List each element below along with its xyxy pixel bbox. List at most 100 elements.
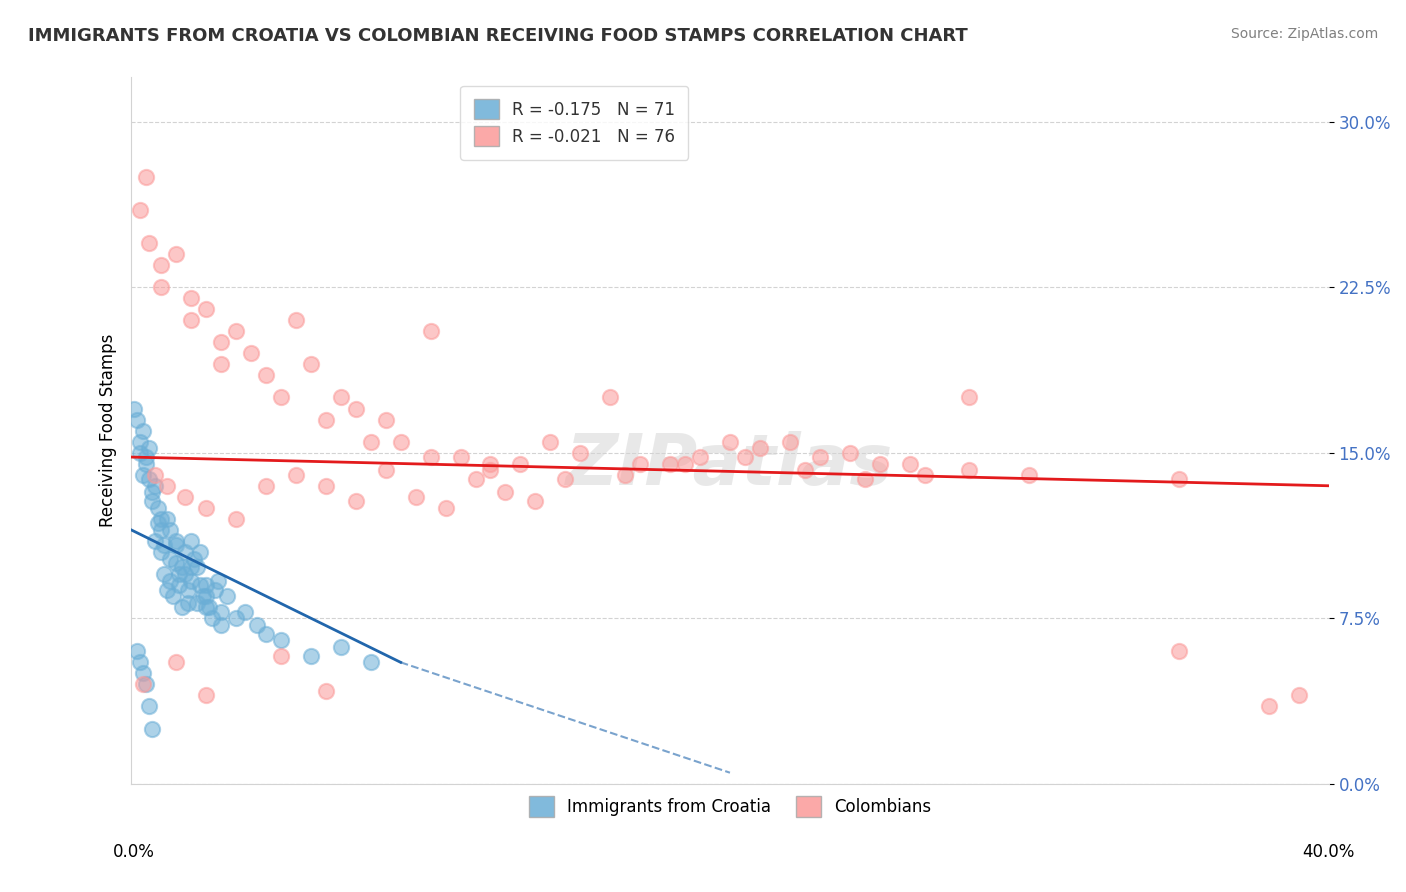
- Point: [914, 467, 936, 482]
- Point: [898, 457, 921, 471]
- Point: [254, 626, 277, 640]
- Point: [141, 494, 163, 508]
- Point: [150, 512, 173, 526]
- Point: [165, 533, 187, 548]
- Point: [509, 457, 531, 471]
- Point: [215, 589, 238, 603]
- Point: [129, 434, 152, 449]
- Point: [135, 450, 157, 464]
- Point: [159, 523, 181, 537]
- Point: [135, 457, 157, 471]
- Point: [177, 582, 200, 597]
- Text: 40.0%: 40.0%: [1302, 843, 1355, 861]
- Point: [209, 335, 232, 350]
- Point: [132, 467, 155, 482]
- Point: [167, 578, 190, 592]
- Point: [360, 434, 382, 449]
- Point: [180, 560, 202, 574]
- Legend: Immigrants from Croatia, Colombians: Immigrants from Croatia, Colombians: [520, 788, 939, 825]
- Point: [1168, 472, 1191, 486]
- Point: [195, 578, 218, 592]
- Point: [614, 467, 637, 482]
- Point: [143, 467, 166, 482]
- Point: [150, 258, 173, 272]
- Point: [167, 567, 190, 582]
- Point: [165, 538, 187, 552]
- Point: [344, 401, 367, 416]
- Point: [254, 479, 277, 493]
- Point: [434, 500, 457, 515]
- Point: [838, 445, 860, 459]
- Point: [270, 633, 292, 648]
- Point: [153, 567, 176, 582]
- Point: [793, 463, 815, 477]
- Point: [138, 472, 160, 486]
- Point: [138, 235, 160, 250]
- Point: [419, 324, 441, 338]
- Point: [165, 556, 187, 570]
- Text: 0.0%: 0.0%: [112, 843, 155, 861]
- Point: [569, 445, 592, 459]
- Point: [186, 560, 208, 574]
- Point: [225, 611, 247, 625]
- Point: [284, 467, 307, 482]
- Point: [270, 391, 292, 405]
- Point: [689, 450, 711, 464]
- Point: [156, 582, 179, 597]
- Point: [270, 648, 292, 663]
- Point: [195, 600, 218, 615]
- Point: [177, 596, 200, 610]
- Point: [315, 479, 337, 493]
- Point: [174, 545, 197, 559]
- Point: [524, 494, 547, 508]
- Point: [165, 656, 187, 670]
- Point: [132, 424, 155, 438]
- Point: [148, 500, 170, 515]
- Point: [389, 434, 412, 449]
- Point: [225, 512, 247, 526]
- Point: [138, 699, 160, 714]
- Point: [1018, 467, 1040, 482]
- Point: [165, 247, 187, 261]
- Point: [1288, 689, 1310, 703]
- Point: [174, 567, 197, 582]
- Point: [299, 357, 322, 371]
- Point: [554, 472, 576, 486]
- Point: [156, 479, 179, 493]
- Point: [374, 463, 396, 477]
- Point: [957, 391, 980, 405]
- Point: [183, 551, 205, 566]
- Point: [479, 457, 502, 471]
- Point: [718, 434, 741, 449]
- Point: [162, 589, 184, 603]
- Point: [180, 291, 202, 305]
- Point: [1168, 644, 1191, 658]
- Point: [174, 490, 197, 504]
- Point: [127, 412, 149, 426]
- Point: [450, 450, 472, 464]
- Point: [201, 611, 224, 625]
- Point: [129, 445, 152, 459]
- Point: [150, 545, 173, 559]
- Point: [209, 357, 232, 371]
- Point: [172, 600, 194, 615]
- Point: [494, 485, 516, 500]
- Point: [599, 391, 621, 405]
- Point: [141, 485, 163, 500]
- Point: [315, 684, 337, 698]
- Text: Source: ZipAtlas.com: Source: ZipAtlas.com: [1230, 27, 1378, 41]
- Point: [246, 617, 269, 632]
- Point: [254, 368, 277, 383]
- Point: [148, 516, 170, 531]
- Point: [195, 589, 218, 603]
- Point: [129, 656, 152, 670]
- Point: [779, 434, 801, 449]
- Point: [143, 479, 166, 493]
- Point: [143, 533, 166, 548]
- Point: [127, 644, 149, 658]
- Y-axis label: Receiving Food Stamps: Receiving Food Stamps: [100, 334, 117, 527]
- Point: [195, 689, 218, 703]
- Point: [129, 202, 152, 217]
- Point: [209, 605, 232, 619]
- Point: [180, 533, 202, 548]
